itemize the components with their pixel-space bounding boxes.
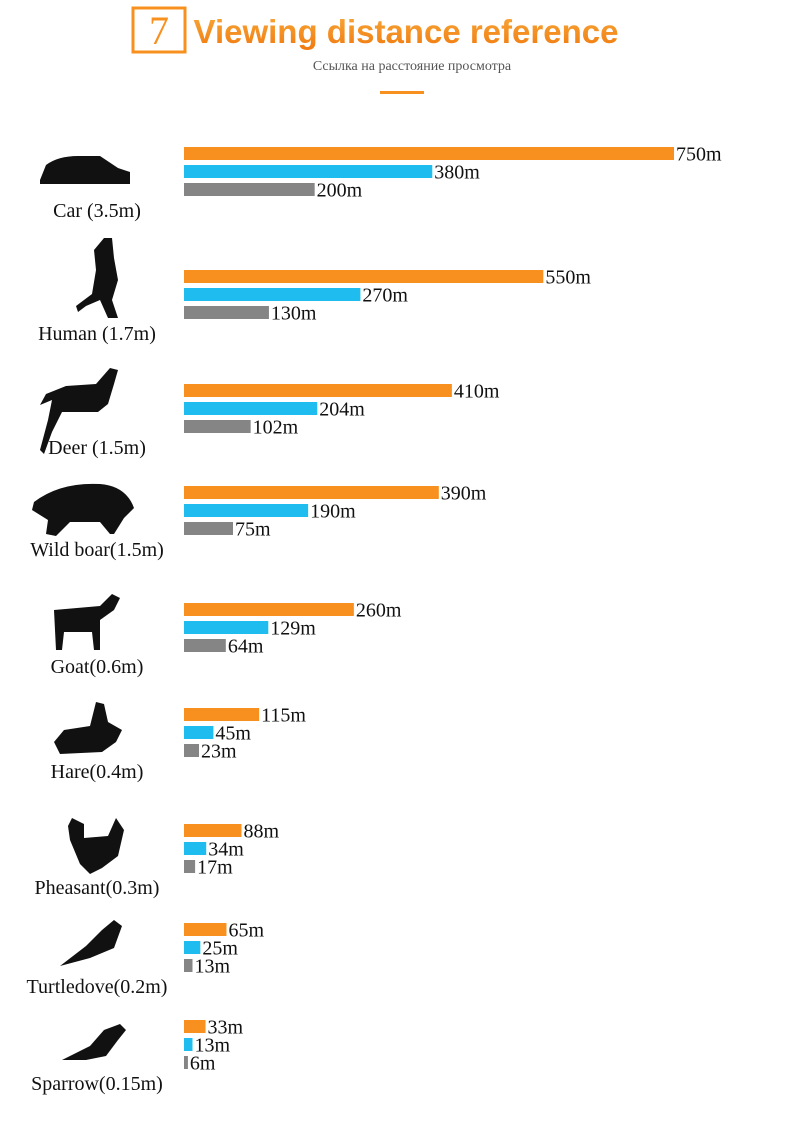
icon bbox=[68, 818, 124, 874]
value-label: 75m bbox=[235, 519, 271, 541]
bar bbox=[184, 959, 193, 972]
value-label: 750m bbox=[676, 144, 722, 166]
value-label: 34m bbox=[208, 839, 244, 861]
value-label: 270m bbox=[362, 285, 408, 307]
category-label: Hare(0.4m) bbox=[51, 761, 144, 783]
value-label: 6m bbox=[190, 1053, 216, 1075]
bar bbox=[184, 923, 227, 936]
icon bbox=[40, 156, 130, 184]
bar bbox=[184, 384, 452, 397]
bar bbox=[184, 486, 439, 499]
category-label: Sparrow(0.15m) bbox=[31, 1073, 163, 1095]
bar bbox=[184, 420, 251, 433]
bar bbox=[184, 1020, 206, 1033]
value-label: 129m bbox=[270, 618, 316, 640]
bar bbox=[184, 860, 196, 873]
value-label: 13m bbox=[194, 956, 230, 978]
bar bbox=[184, 603, 354, 616]
value-label: 102m bbox=[253, 417, 299, 439]
category-label: Deer (1.5m) bbox=[48, 437, 146, 459]
bar bbox=[184, 1038, 193, 1051]
bar bbox=[184, 504, 309, 517]
icon bbox=[76, 238, 118, 318]
value-label: 550m bbox=[545, 267, 591, 289]
value-label: 25m bbox=[202, 938, 238, 960]
bar bbox=[184, 621, 269, 634]
value-label: 45m bbox=[215, 723, 251, 745]
category-label: Pheasant(0.3m) bbox=[35, 877, 160, 899]
icon bbox=[60, 920, 122, 966]
category-label: Car (3.5m) bbox=[53, 200, 141, 222]
bar bbox=[184, 165, 433, 178]
category-label: Human (1.7m) bbox=[38, 323, 156, 345]
value-label: 390m bbox=[441, 483, 487, 505]
bar bbox=[184, 744, 200, 757]
value-label: 130m bbox=[271, 303, 317, 325]
bar bbox=[184, 824, 242, 837]
value-label: 204m bbox=[319, 399, 365, 421]
value-label: 260m bbox=[356, 600, 402, 622]
bar bbox=[184, 288, 361, 301]
bar bbox=[184, 270, 544, 283]
badge-box bbox=[131, 6, 187, 54]
bar bbox=[184, 726, 214, 739]
bar bbox=[184, 306, 269, 319]
value-label: 88m bbox=[243, 821, 279, 843]
divider bbox=[380, 91, 424, 94]
value-label: 17m bbox=[197, 857, 233, 879]
category-label: Goat(0.6m) bbox=[51, 656, 144, 678]
bar bbox=[184, 639, 226, 652]
bar bbox=[184, 708, 260, 721]
bar bbox=[184, 147, 674, 160]
bar bbox=[184, 183, 315, 196]
icon bbox=[32, 483, 134, 536]
bar bbox=[184, 842, 207, 855]
chart-subtitle: Ссылка на расстояние просмотра bbox=[313, 59, 512, 74]
chart-title: Viewing distance reference bbox=[194, 13, 619, 50]
value-label: 380m bbox=[434, 162, 480, 184]
value-label: 200m bbox=[317, 180, 363, 202]
bar bbox=[184, 941, 201, 954]
value-label: 190m bbox=[310, 501, 356, 523]
icon bbox=[40, 368, 118, 454]
value-label: 65m bbox=[228, 920, 264, 942]
value-label: 13m bbox=[194, 1035, 230, 1057]
value-label: 410m bbox=[454, 381, 500, 403]
icon bbox=[62, 1024, 126, 1060]
category-label: Turtledove(0.2m) bbox=[27, 976, 168, 998]
value-label: 33m bbox=[208, 1017, 244, 1039]
bar bbox=[184, 1056, 188, 1069]
value-label: 64m bbox=[228, 636, 264, 658]
category-label: Wild boar(1.5m) bbox=[30, 539, 164, 561]
icon bbox=[54, 702, 122, 754]
value-label: 23m bbox=[201, 741, 237, 763]
icon bbox=[54, 594, 120, 650]
section-number: 7 bbox=[149, 8, 169, 53]
value-label: 115m bbox=[261, 705, 306, 727]
bar bbox=[184, 522, 233, 535]
bar bbox=[184, 402, 318, 415]
